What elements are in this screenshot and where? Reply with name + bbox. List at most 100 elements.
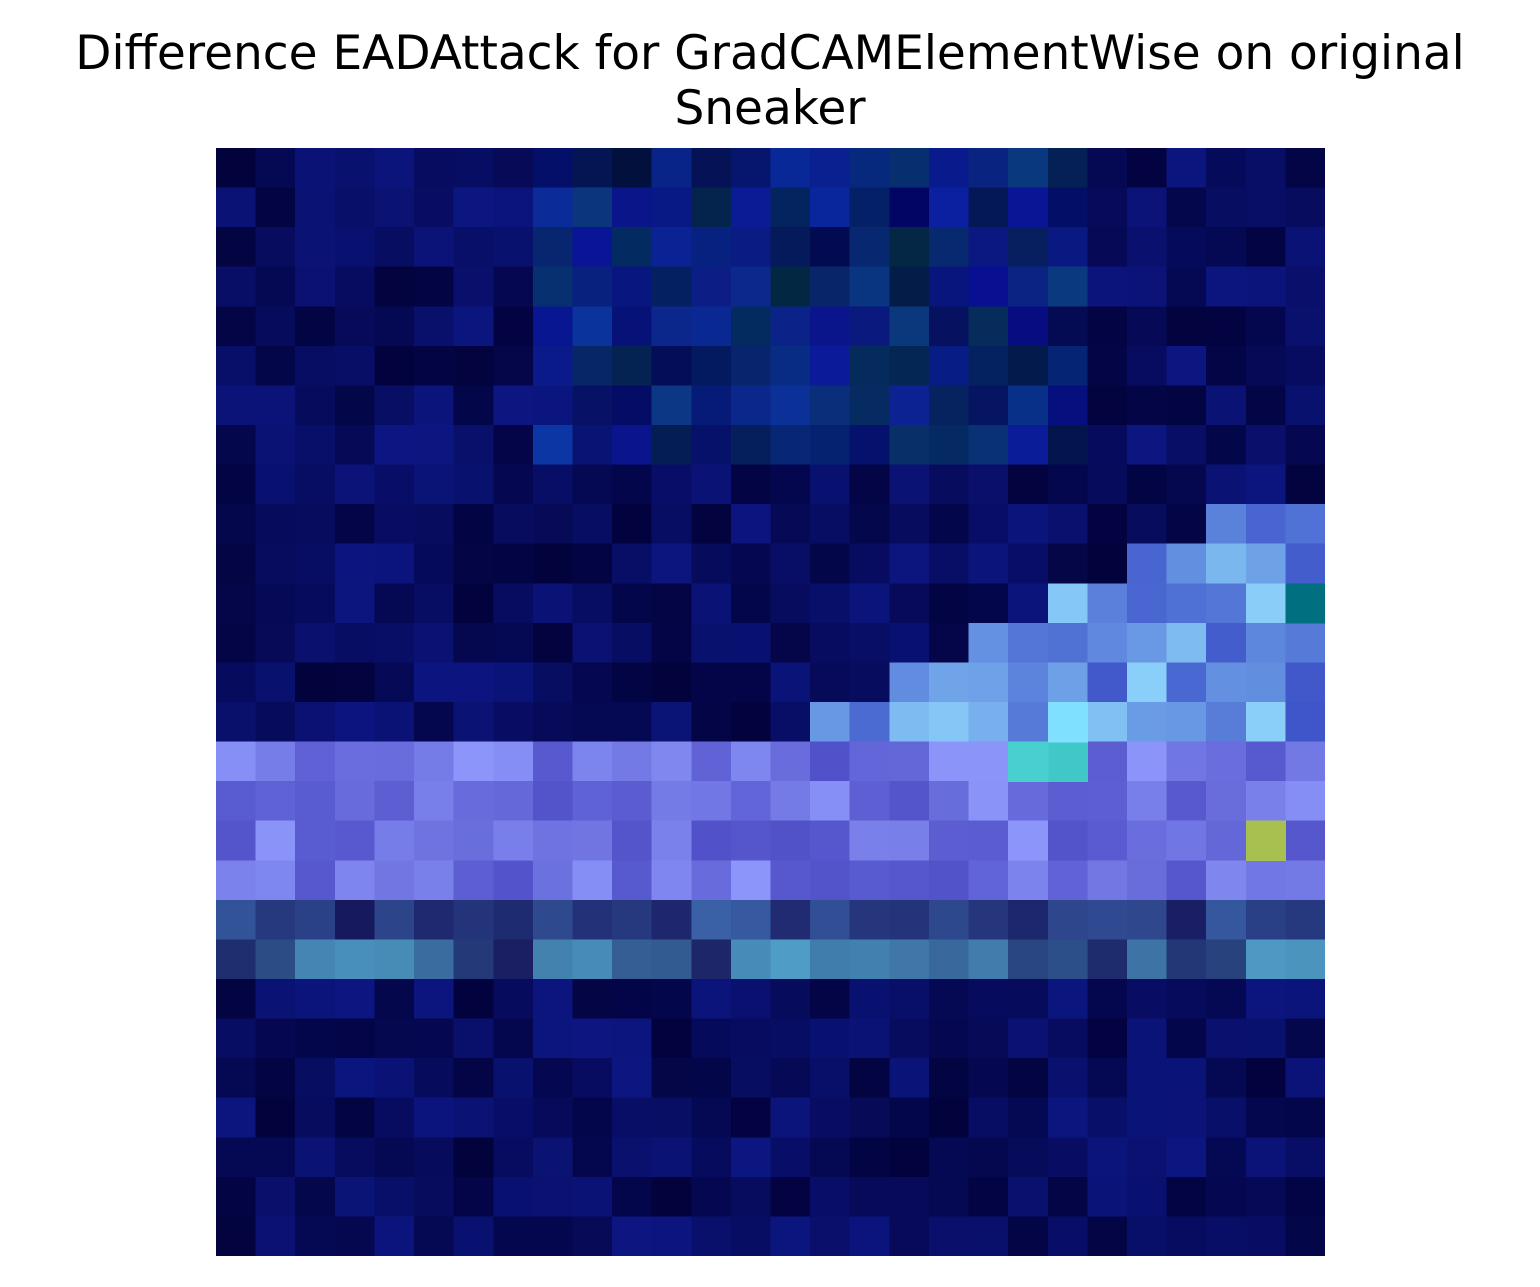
heatmap-pixel [216, 622, 257, 664]
heatmap-pixel [374, 781, 415, 822]
heatmap-pixel [691, 345, 732, 387]
heatmap-pixel [1008, 662, 1049, 703]
heatmap-pixel [255, 425, 297, 466]
heatmap-pixel [691, 899, 732, 941]
heatmap-pixel [1245, 1216, 1287, 1256]
heatmap-pixel [1047, 899, 1089, 941]
heatmap-pixel [414, 227, 455, 268]
heatmap-pixel [968, 741, 1009, 782]
figure-title: Difference EADAttack for GradCAMElementW… [0, 26, 1540, 136]
heatmap-pixel [532, 820, 574, 862]
heatmap-pixel [532, 1176, 574, 1218]
heatmap-pixel [1126, 1176, 1168, 1218]
heatmap-pixel [1087, 781, 1128, 822]
heatmap-pixel [612, 187, 653, 228]
heatmap-pixel [928, 899, 970, 941]
heatmap-pixel [1166, 702, 1207, 743]
heatmap-pixel [374, 306, 415, 347]
heatmap-pixel [532, 504, 574, 545]
heatmap-pixel [572, 464, 613, 505]
heatmap-pixel [493, 939, 534, 980]
heatmap-pixel [1008, 345, 1049, 387]
heatmap-pixel [1126, 425, 1168, 466]
heatmap-pixel [493, 583, 534, 624]
heatmap-pixel [453, 741, 495, 782]
heatmap-pixel [493, 899, 534, 941]
heatmap-pixel [810, 464, 851, 505]
heatmap-pixel [1166, 1216, 1207, 1256]
heatmap-pixel [1126, 622, 1168, 664]
heatmap-pixel [1126, 939, 1168, 980]
heatmap-pixel [572, 583, 613, 624]
heatmap-pixel [374, 1097, 415, 1139]
heatmap-pixel [810, 939, 851, 980]
heatmap-pixel [334, 1176, 376, 1218]
heatmap-pixel [810, 1137, 851, 1178]
heatmap-pixel [691, 1216, 732, 1256]
heatmap-pixel [532, 899, 574, 941]
heatmap-pixel [1047, 622, 1089, 664]
heatmap-pixel [1047, 227, 1089, 268]
heatmap-pixel [928, 860, 970, 901]
heatmap-pixel [414, 1216, 455, 1256]
heatmap-pixel [374, 504, 415, 545]
heatmap-pixel [651, 464, 693, 505]
heatmap-pixel [1008, 464, 1049, 505]
heatmap-pixel [1087, 979, 1128, 1020]
heatmap-pixel [691, 1137, 732, 1178]
heatmap-pixel [889, 741, 930, 782]
heatmap-pixel [1285, 187, 1325, 228]
heatmap-pixel [1126, 860, 1168, 901]
heatmap-pixel [612, 860, 653, 901]
heatmap-pixel [532, 266, 574, 308]
heatmap-pixel [1166, 781, 1207, 822]
heatmap-pixel [849, 939, 891, 980]
heatmap-pixel [1087, 148, 1128, 189]
heatmap-pixel [1285, 662, 1325, 703]
heatmap-pixel [532, 1216, 574, 1256]
heatmap-pixel [651, 1097, 693, 1139]
heatmap-pixel [1008, 425, 1049, 466]
heatmap-pixel [1087, 1058, 1128, 1099]
heatmap-pixel [1047, 781, 1089, 822]
heatmap-pixel [532, 781, 574, 822]
heatmap-pixel [810, 1097, 851, 1139]
heatmap-pixel [968, 979, 1009, 1020]
heatmap-pixel [612, 1176, 653, 1218]
heatmap-pixel [1126, 345, 1168, 387]
heatmap-pixel [453, 187, 495, 228]
heatmap-pixel [374, 1018, 415, 1059]
heatmap-pixel [651, 1018, 693, 1059]
heatmap-pixel [453, 781, 495, 822]
heatmap-pixel [1285, 781, 1325, 822]
heatmap-pixel [968, 781, 1009, 822]
heatmap-pixel [612, 583, 653, 624]
heatmap-pixel [414, 939, 455, 980]
heatmap-pixel [691, 543, 732, 585]
heatmap-pixel [1008, 781, 1049, 822]
heatmap-highlight-pixel [1047, 741, 1089, 782]
heatmap-pixel [651, 781, 693, 822]
heatmap-pixel [453, 583, 495, 624]
heatmap-pixel [1166, 662, 1207, 703]
heatmap-pixel [1126, 385, 1168, 426]
heatmap-pixel [810, 1058, 851, 1099]
heatmap-pixel [889, 899, 930, 941]
heatmap-pixel [216, 385, 257, 426]
heatmap-pixel [572, 1137, 613, 1178]
heatmap-pixel [612, 266, 653, 308]
heatmap-pixel [572, 425, 613, 466]
heatmap-pixel [651, 148, 693, 189]
heatmap-pixel [334, 266, 376, 308]
heatmap-pixel [889, 266, 930, 308]
heatmap-pixel [1008, 543, 1049, 585]
heatmap-pixel [572, 148, 613, 189]
heatmap-pixel [572, 504, 613, 545]
heatmap-pixel [928, 266, 970, 308]
heatmap-pixel [453, 1097, 495, 1139]
heatmap-pixel [770, 1058, 811, 1099]
heatmap-pixel [968, 1018, 1009, 1059]
heatmap-pixel [928, 187, 970, 228]
heatmap-pixel [1008, 939, 1049, 980]
heatmap-pixel [493, 622, 534, 664]
